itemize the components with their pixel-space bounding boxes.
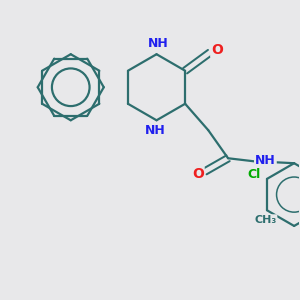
Text: Cl: Cl	[248, 168, 261, 182]
Text: NH: NH	[255, 154, 276, 167]
Text: NH: NH	[145, 124, 165, 137]
Text: NH: NH	[148, 37, 169, 50]
Text: CH₃: CH₃	[254, 215, 276, 225]
Text: O: O	[192, 167, 204, 181]
Text: O: O	[211, 43, 223, 57]
